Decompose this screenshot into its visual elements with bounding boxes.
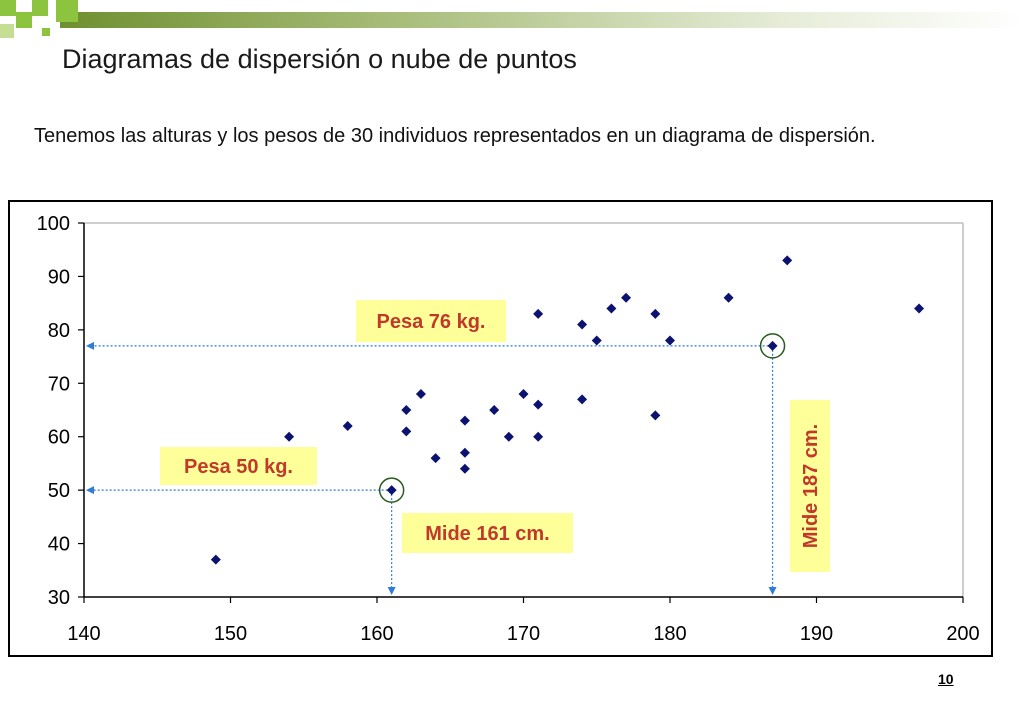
height-guide-arrow bbox=[387, 587, 396, 595]
data-point bbox=[342, 421, 353, 432]
data-point bbox=[621, 292, 632, 303]
data-point bbox=[650, 308, 661, 319]
data-point bbox=[767, 340, 778, 351]
y-tick-label: 70 bbox=[48, 373, 70, 395]
data-point bbox=[430, 453, 441, 464]
data-point bbox=[577, 319, 588, 330]
data-point bbox=[577, 394, 588, 405]
data-point bbox=[459, 463, 470, 474]
data-point bbox=[665, 335, 675, 346]
data-point bbox=[606, 303, 617, 314]
data-point bbox=[782, 255, 793, 266]
y-tick-label: 100 bbox=[37, 213, 70, 235]
height-callout-2-box bbox=[790, 400, 830, 572]
data-point bbox=[518, 388, 529, 399]
slide-description: Tenemos las alturas y los pesos de 30 in… bbox=[34, 125, 876, 147]
data-point bbox=[650, 410, 661, 421]
logo-square bbox=[56, 0, 78, 22]
data-point bbox=[386, 485, 397, 496]
data-point bbox=[914, 303, 925, 314]
x-tick-label: 150 bbox=[214, 623, 247, 645]
y-tick-label: 50 bbox=[48, 480, 70, 502]
height-guide-arrow bbox=[768, 587, 777, 595]
weight-guide-arrow bbox=[86, 341, 94, 350]
data-point bbox=[401, 426, 412, 437]
logo-square bbox=[0, 0, 16, 16]
x-tick-label: 160 bbox=[360, 623, 393, 645]
chart-frame: 30 40 50 60 70 80 90 100 140 150 160 170 180 190 200 Pe… bbox=[8, 200, 993, 657]
data-point bbox=[401, 405, 412, 415]
logo-square bbox=[42, 28, 50, 36]
scatter-chart: 30 40 50 60 70 80 90 100 140 150 160 170 180 190 200 Pe… bbox=[37, 213, 980, 645]
highlight-circle bbox=[759, 333, 786, 359]
data-point bbox=[723, 292, 734, 303]
weight-callout-1-box bbox=[160, 447, 317, 485]
weight-callout-2-label: Pesa 76 kg. bbox=[377, 311, 486, 333]
y-tick-label: 30 bbox=[48, 587, 70, 609]
y-tick-label: 40 bbox=[48, 534, 70, 556]
x-tick-label: 180 bbox=[653, 623, 686, 645]
x-tick-label: 140 bbox=[67, 623, 100, 645]
data-point bbox=[489, 405, 500, 415]
x-tick-label: 170 bbox=[507, 623, 540, 645]
weight-callout-1-label: Pesa 50 kg. bbox=[184, 456, 293, 478]
x-tick-label: 200 bbox=[946, 623, 979, 645]
weight-callout-2-box bbox=[356, 300, 506, 342]
data-point bbox=[533, 399, 544, 410]
slide-title: Diagramas de dispersión o nube de puntos bbox=[62, 44, 577, 74]
data-point bbox=[284, 431, 295, 442]
header-gradient-bar bbox=[0, 0, 1024, 38]
height-callout-2-label: Mide 187 cm. bbox=[800, 424, 822, 549]
data-point bbox=[503, 431, 514, 442]
logo-square bbox=[16, 12, 32, 28]
height-callout-1-label: Mide 161 cm. bbox=[425, 523, 550, 545]
y-tick-label: 80 bbox=[48, 320, 70, 342]
data-point bbox=[591, 335, 602, 346]
data-point bbox=[415, 388, 426, 399]
x-tick-label: 190 bbox=[800, 623, 833, 645]
weight-guide-arrow bbox=[86, 486, 94, 495]
height-callout-1-box bbox=[402, 513, 573, 553]
y-tick-label: 60 bbox=[48, 427, 70, 449]
highlight-circle bbox=[378, 477, 405, 503]
y-tick-label: 90 bbox=[48, 266, 70, 288]
data-point bbox=[459, 415, 470, 426]
data-point bbox=[459, 447, 470, 458]
data-point bbox=[533, 431, 544, 442]
data-point bbox=[533, 308, 544, 319]
data-point bbox=[210, 554, 221, 565]
logo-square bbox=[32, 0, 48, 16]
page-number: 10 bbox=[938, 671, 954, 687]
logo-square bbox=[0, 24, 14, 38]
